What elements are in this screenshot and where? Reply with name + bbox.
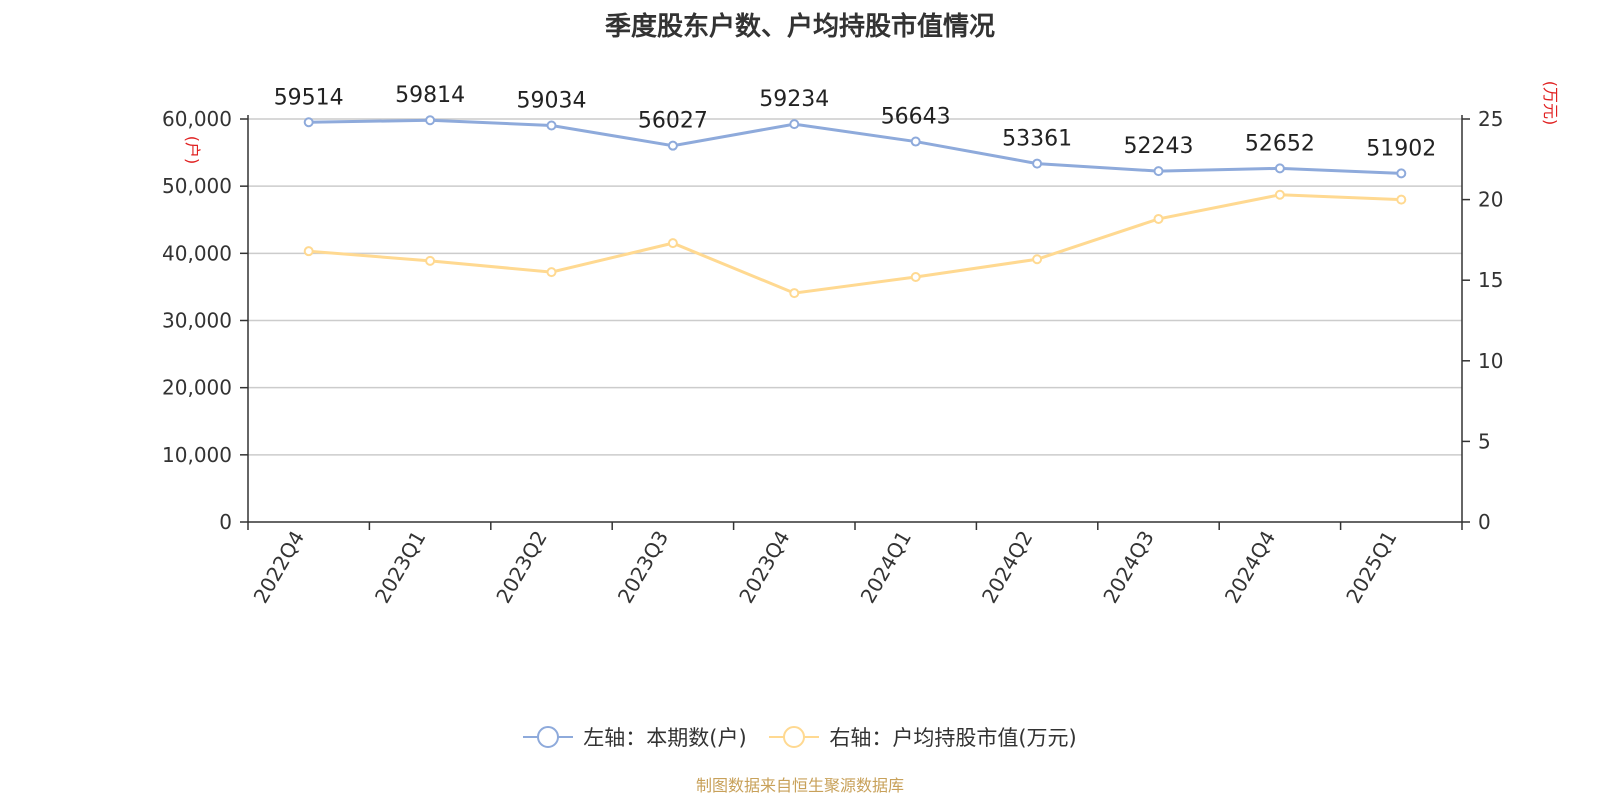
- data-label-households: 56027: [638, 109, 708, 134]
- right-tick-label: 20: [1478, 188, 1503, 212]
- data-point-avg-value: [425, 255, 436, 266]
- x-tick-label: 2024Q3: [1098, 527, 1158, 608]
- legend-swatch-avg-value: [769, 726, 820, 748]
- data-point-avg-value: [546, 267, 557, 278]
- chart-title: 季度股东户数、户均持股市值情况: [604, 12, 995, 42]
- data-label-households: 59034: [517, 88, 587, 113]
- left-tick-label: 40,000: [162, 241, 232, 265]
- legend-label-avg-value: 右轴：户均持股市值(万元): [829, 726, 1077, 750]
- right-tick-label: 15: [1478, 268, 1503, 292]
- legend-label-households: 左轴：本期数(户): [583, 726, 747, 750]
- data-label-households: 56643: [881, 105, 951, 130]
- data-point-households: [1274, 163, 1285, 174]
- data-point-avg-value: [910, 271, 921, 282]
- data-point-avg-value: [1032, 254, 1043, 265]
- left-axis-unit-label: (户): [183, 136, 202, 165]
- x-tick-label: 2023Q2: [491, 527, 551, 608]
- data-label-households: 59514: [274, 85, 344, 110]
- series-line-avg-value: [308, 193, 1402, 295]
- right-tick-label: 25: [1478, 107, 1503, 131]
- left-tick-label: 20,000: [162, 376, 232, 400]
- right-tick-label: 10: [1478, 349, 1503, 373]
- data-label-households: 53361: [1002, 127, 1072, 152]
- data-point-avg-value: [789, 288, 800, 299]
- legend: 左轴：本期数(户) 右轴：户均持股市值(万元): [0, 722, 1600, 754]
- source-note: 制图数据来自恒生聚源数据库: [695, 776, 904, 795]
- left-tick-label: 50,000: [162, 174, 232, 198]
- data-point-households: [1032, 158, 1043, 169]
- data-label-households: 59234: [759, 87, 829, 112]
- data-point-avg-value: [667, 238, 678, 249]
- left-tick-label: 10,000: [162, 443, 232, 467]
- data-label-households: 52243: [1124, 134, 1194, 159]
- data-point-households: [303, 117, 314, 128]
- x-tick-label: 2022Q4: [249, 527, 309, 608]
- left-tick-label: 30,000: [162, 309, 232, 333]
- data-label-households: 59814: [395, 83, 465, 108]
- legend-item-households[interactable]: 左轴：本期数(户): [523, 722, 747, 752]
- data-label-households: 51902: [1366, 136, 1436, 161]
- data-point-avg-value: [303, 246, 314, 257]
- x-tick-label: 2023Q4: [734, 527, 794, 608]
- data-point-households: [546, 120, 557, 131]
- left-tick-label: 60,000: [162, 107, 232, 131]
- right-tick-label: 0: [1478, 510, 1491, 534]
- data-point-households: [667, 140, 678, 151]
- data-point-households: [1153, 166, 1164, 177]
- x-tick-label: 2024Q1: [856, 527, 916, 608]
- x-tick-label: 2024Q2: [977, 527, 1037, 608]
- x-tick-label: 2023Q1: [370, 527, 430, 608]
- series-line-households: [308, 118, 1402, 175]
- x-tick-label: 2024Q4: [1220, 527, 1280, 608]
- x-tick-label: 2025Q1: [1341, 527, 1401, 608]
- data-label-households: 52652: [1245, 131, 1315, 156]
- right-tick-label: 5: [1478, 429, 1491, 453]
- data-point-households: [1396, 168, 1407, 179]
- data-point-avg-value: [1396, 194, 1407, 205]
- data-point-households: [425, 115, 436, 126]
- x-tick-label: 2023Q3: [613, 527, 673, 608]
- legend-item-avg-value[interactable]: 右轴：户均持股市值(万元): [769, 722, 1077, 752]
- data-point-households: [910, 136, 921, 147]
- left-tick-label: 0: [219, 510, 232, 534]
- data-point-avg-value: [1274, 189, 1285, 200]
- legend-swatch-households: [523, 726, 574, 748]
- right-axis-unit-label: (万元): [1541, 81, 1560, 126]
- data-point-households: [789, 119, 800, 130]
- data-point-avg-value: [1153, 213, 1164, 224]
